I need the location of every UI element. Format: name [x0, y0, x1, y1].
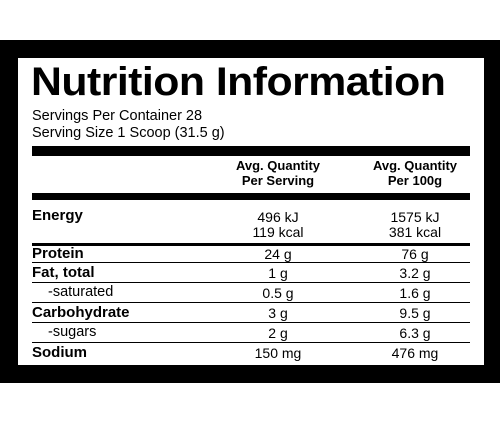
fat-per-serving: 1 g [268, 265, 288, 281]
row-label-carbohydrate: Carbohydrate [32, 304, 130, 321]
energy-per-serving-kcal: 119 kcal [252, 224, 304, 240]
rule-after-protein [32, 262, 470, 263]
energy-per-serving-kj: 496 kJ [257, 209, 299, 225]
row-label-saturated: -saturated [48, 284, 114, 300]
rule-after-energy [32, 243, 470, 246]
fat-per-100g: 3.2 g [399, 265, 431, 281]
rule-after-carbohydrate [32, 322, 470, 323]
thick-rule-header [32, 193, 470, 200]
energy-per-100g-kj: 1575 kJ [390, 209, 440, 225]
label-border: Nutrition Information Servings Per Conta… [0, 40, 500, 383]
saturated-per-serving: 0.5 g [262, 285, 294, 301]
protein-per-serving: 24 g [264, 246, 292, 262]
servings-per-container: Servings Per Container 28 [32, 108, 203, 124]
header-per-100g-line2: Per 100g [387, 173, 443, 188]
serving-size: Serving Size 1 Scoop (31.5 g) [32, 125, 225, 141]
rule-after-sugars [32, 342, 470, 343]
row-label-protein: Protein [32, 245, 84, 262]
energy-per-100g: 1575 kJ 381 kcal [350, 210, 480, 240]
row-label-sugars: -sugars [48, 324, 97, 340]
sugars-per-serving: 2 g [268, 325, 288, 341]
protein-per-100g: 76 g [401, 246, 429, 262]
row-label-energy: Energy [32, 207, 83, 224]
header-per-serving-line2: Per Serving [241, 173, 315, 188]
thick-rule-top [32, 146, 470, 156]
header-per-serving: Avg. Quantity Per Serving [213, 158, 343, 188]
row-label-sodium: Sodium [32, 344, 87, 361]
rule-after-fat [32, 282, 470, 283]
saturated-per-100g: 1.6 g [399, 285, 431, 301]
energy-per-100g-kcal: 381 kcal [388, 224, 442, 240]
row-label-fat-total: Fat, total [32, 264, 95, 281]
carbohydrate-per-serving: 3 g [268, 305, 288, 321]
panel-title: Nutrition Information [31, 60, 446, 104]
carbohydrate-per-100g: 9.5 g [399, 305, 431, 321]
sodium-per-serving: 150 mg [254, 345, 302, 361]
energy-per-serving: 496 kJ 119 kcal [213, 210, 343, 240]
rule-after-saturated [32, 302, 470, 303]
header-per-serving-line1: Avg. Quantity [235, 158, 321, 173]
nutrition-panel: Nutrition Information Servings Per Conta… [18, 58, 484, 365]
sugars-per-100g: 6.3 g [399, 325, 431, 341]
header-per-100g: Avg. Quantity Per 100g [350, 158, 480, 188]
sodium-per-100g: 476 mg [391, 345, 439, 361]
header-per-100g-line1: Avg. Quantity [372, 158, 458, 173]
